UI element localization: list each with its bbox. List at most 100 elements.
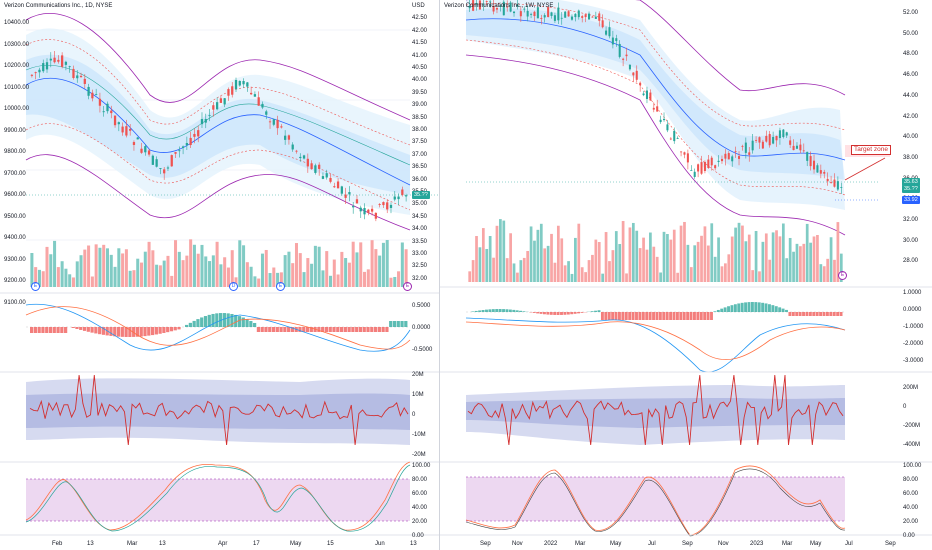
right-candle-104[interactable] — [823, 171, 826, 174]
left-candle-11[interactable] — [72, 68, 75, 78]
left-candle-33[interactable] — [155, 159, 158, 167]
right-candle-13[interactable] — [513, 11, 516, 14]
left-candle-74[interactable] — [310, 163, 313, 170]
left-candle-2[interactable] — [38, 69, 41, 73]
right-candle-1[interactable] — [472, 0, 475, 11]
left-candle-8[interactable] — [60, 55, 64, 67]
right-chart-panel[interactable]: Verizon Communications Inc., 1W, NYSE 52… — [440, 0, 932, 550]
left-candle-22[interactable] — [113, 115, 117, 126]
right-candle-85[interactable] — [758, 137, 761, 143]
left-candle-95[interactable] — [389, 204, 393, 208]
left-candle-23[interactable] — [117, 122, 120, 125]
right-candle-48[interactable] — [632, 72, 635, 76]
right-candle-3[interactable] — [478, 0, 481, 10]
left-candle-41[interactable] — [185, 142, 189, 146]
left-candle-17[interactable] — [95, 94, 98, 95]
right-candle-65[interactable] — [690, 170, 693, 171]
left-candle-53[interactable] — [231, 86, 234, 95]
right-candle-32[interactable] — [577, 10, 580, 18]
right-candle-35[interactable] — [588, 13, 591, 20]
right-candle-92[interactable] — [782, 129, 785, 138]
left-candle-46[interactable] — [204, 118, 207, 123]
right-candle-2[interactable] — [475, 2, 478, 5]
right-candle-24[interactable] — [550, 12, 553, 16]
right-candle-12[interactable] — [509, 2, 512, 12]
left-candle-25[interactable] — [125, 126, 128, 136]
left-candle-66[interactable] — [280, 126, 283, 128]
right-candle-54[interactable] — [652, 107, 655, 110]
right-candle-103[interactable] — [819, 170, 822, 174]
right-candle-29[interactable] — [567, 11, 570, 17]
right-candle-72[interactable] — [714, 165, 717, 169]
right-chart-canvas[interactable] — [440, 0, 932, 550]
right-candle-19[interactable] — [533, 11, 536, 17]
left-candle-4[interactable] — [45, 62, 49, 70]
left-candle-40[interactable] — [181, 146, 185, 148]
right-candle-0[interactable] — [468, 6, 471, 9]
left-candle-83[interactable] — [344, 194, 347, 198]
left-candle-42[interactable] — [189, 137, 192, 146]
right-candle-26[interactable] — [557, 7, 560, 21]
right-candle-28[interactable] — [564, 11, 567, 18]
left-candle-48[interactable] — [212, 105, 215, 110]
left-candle-84[interactable] — [348, 192, 351, 195]
left-candle-7[interactable] — [57, 59, 60, 62]
right-candle-82[interactable] — [748, 152, 751, 155]
left-candle-30[interactable] — [144, 146, 147, 153]
left-candle-77[interactable] — [321, 176, 325, 179]
left-candle-52[interactable] — [227, 89, 230, 96]
left-candle-35[interactable] — [163, 169, 166, 174]
left-candle-24[interactable] — [121, 126, 124, 133]
right-candle-51[interactable] — [642, 93, 645, 96]
right-candle-5[interactable] — [485, 1, 488, 2]
right-candle-7[interactable] — [492, 6, 495, 12]
right-candle-94[interactable] — [789, 140, 792, 145]
right-candle-75[interactable] — [724, 153, 727, 159]
left-candle-91[interactable] — [374, 212, 378, 219]
left-candle-31[interactable] — [147, 150, 151, 155]
right-candle-91[interactable] — [778, 130, 781, 139]
right-candle-70[interactable] — [707, 159, 710, 168]
right-candle-39[interactable] — [601, 20, 604, 28]
left-candle-75[interactable] — [314, 165, 317, 173]
left-candle-85[interactable] — [352, 206, 355, 208]
left-candle-93[interactable] — [382, 202, 385, 206]
left-candle-73[interactable] — [306, 158, 309, 167]
left-candle-65[interactable] — [276, 119, 279, 129]
left-candle-62[interactable] — [265, 111, 268, 115]
right-candle-102[interactable] — [816, 165, 819, 173]
right-candle-105[interactable] — [826, 178, 829, 182]
right-candle-64[interactable] — [686, 153, 689, 163]
right-candle-79[interactable] — [738, 156, 741, 159]
left-candle-45[interactable] — [200, 119, 204, 125]
right-candle-44[interactable] — [618, 43, 621, 57]
left-candle-90[interactable] — [370, 208, 374, 212]
right-candle-86[interactable] — [761, 141, 764, 149]
right-candle-21[interactable] — [540, 17, 543, 19]
right-candle-97[interactable] — [799, 144, 802, 151]
right-candle-45[interactable] — [622, 58, 625, 60]
right-candle-81[interactable] — [744, 142, 747, 153]
right-candle-56[interactable] — [659, 119, 662, 123]
right-earnings-marker[interactable]: E — [838, 271, 847, 280]
right-candle-37[interactable] — [594, 16, 597, 19]
left-chart-panel[interactable]: Verizon Communications Inc., 1D, NYSE 10… — [0, 0, 439, 550]
left-candle-12[interactable] — [76, 75, 79, 79]
right-candle-84[interactable] — [755, 139, 758, 141]
right-candle-30[interactable] — [570, 16, 573, 20]
left-candle-38[interactable] — [174, 152, 177, 154]
left-candle-37[interactable] — [170, 155, 173, 167]
left-candle-29[interactable] — [140, 148, 143, 153]
left-candle-13[interactable] — [79, 75, 83, 78]
left-candle-76[interactable] — [318, 164, 321, 169]
right-candle-46[interactable] — [625, 54, 628, 57]
left-candle-51[interactable] — [223, 98, 226, 105]
left-candle-5[interactable] — [49, 58, 52, 61]
left-candle-79[interactable] — [329, 177, 332, 182]
left-candle-19[interactable] — [102, 111, 105, 113]
left-candle-87[interactable] — [359, 207, 362, 212]
left-candle-15[interactable] — [87, 86, 90, 96]
right-candle-36[interactable] — [591, 16, 594, 18]
right-candle-69[interactable] — [703, 161, 706, 172]
left-candle-59[interactable] — [253, 94, 257, 97]
